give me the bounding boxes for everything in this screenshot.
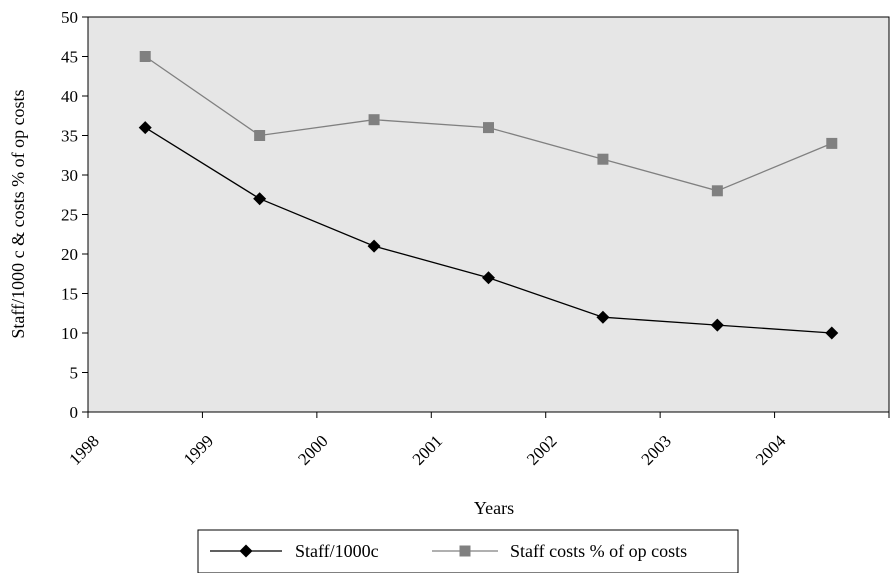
- x-tick-label: 2002: [523, 431, 560, 468]
- data-point: [138, 121, 152, 135]
- y-tick-label: 45: [61, 48, 78, 67]
- data-point: [710, 318, 724, 332]
- data-point: [597, 153, 609, 165]
- series-layer: [138, 51, 839, 340]
- legend-marker: [239, 544, 253, 558]
- data-point: [368, 114, 380, 126]
- data-point: [482, 271, 495, 285]
- data-point: [253, 192, 267, 206]
- y-tick-label: 20: [61, 245, 78, 264]
- y-axis-title: Staff/1000 c & costs % of op costs: [8, 89, 28, 338]
- x-axis-title: Years: [474, 498, 514, 518]
- x-tick-label: 2004: [752, 431, 790, 469]
- series-1: [138, 121, 839, 340]
- y-tick-label: 35: [61, 127, 78, 146]
- y-tick-label: 5: [70, 364, 79, 383]
- y-tick-label: 10: [61, 324, 78, 343]
- data-point: [711, 185, 723, 197]
- y-tick-label: 15: [61, 285, 78, 304]
- x-tick-label: 1999: [180, 431, 217, 468]
- x-tick-label: 1998: [65, 431, 102, 468]
- legend: Staff/1000c Staff costs % of op costs: [197, 529, 739, 573]
- x-axis: 1998 1999 2000 2001 2002 2003 2004: [65, 412, 890, 469]
- y-tick-label: 50: [61, 8, 78, 27]
- data-point: [254, 130, 266, 141]
- data-point: [483, 122, 494, 134]
- data-point: [596, 310, 610, 324]
- y-axis: 0 5 10 15 20 25 30 35 40 45 50: [61, 8, 88, 422]
- x-tick-label: 2003: [638, 431, 675, 468]
- data-point: [826, 137, 838, 149]
- legend-label: Staff costs % of op costs: [510, 541, 687, 561]
- y-tick-label: 40: [61, 87, 78, 106]
- plot-area: [87, 16, 890, 413]
- x-tick-label: 2000: [294, 431, 331, 468]
- legend-label: Staff/1000c: [295, 541, 379, 561]
- x-tick-label: 2001: [409, 431, 446, 468]
- legend-marker: [459, 545, 471, 557]
- data-point: [825, 326, 839, 340]
- data-point: [139, 51, 151, 62]
- y-tick-label: 0: [70, 403, 79, 422]
- y-tick-label: 30: [61, 166, 78, 185]
- data-point: [367, 239, 381, 253]
- y-tick-label: 25: [61, 206, 78, 225]
- series-2: [139, 51, 838, 197]
